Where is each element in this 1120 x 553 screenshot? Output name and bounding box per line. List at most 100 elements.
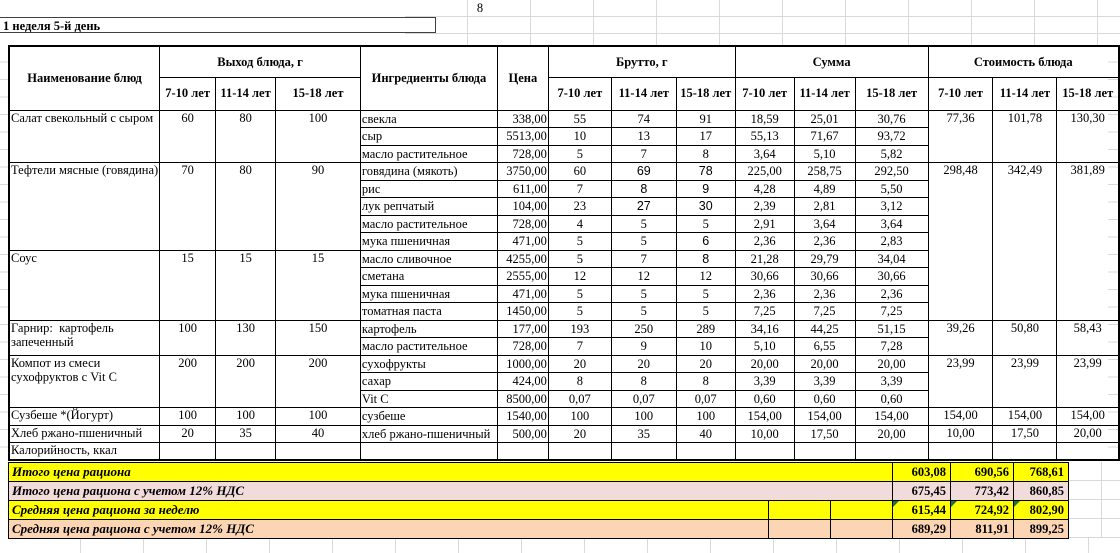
cost-cell[interactable]: 101,78 bbox=[992, 109, 1058, 163]
sum-cell[interactable]: 30,76 bbox=[854, 109, 929, 128]
sum-cell[interactable]: 225,00 bbox=[734, 162, 795, 181]
output-cell[interactable]: 60 bbox=[159, 109, 217, 163]
gross-cell[interactable] bbox=[547, 442, 612, 461]
summary-value[interactable]: 603,08 bbox=[892, 462, 951, 482]
gross-cell[interactable]: 193 bbox=[547, 319, 612, 338]
gross-cell[interactable]: 91 bbox=[675, 109, 736, 128]
sheet-number[interactable]: 8 bbox=[476, 1, 484, 15]
sum-cell[interactable]: 4,89 bbox=[793, 179, 856, 198]
sum-cell[interactable]: 2,36 bbox=[793, 284, 856, 303]
output-cell[interactable]: 40 bbox=[275, 424, 361, 443]
output-cell[interactable]: 15 bbox=[275, 249, 361, 321]
ingredient-cell[interactable]: сахар bbox=[359, 372, 498, 391]
gross-cell[interactable]: 10 bbox=[675, 337, 736, 356]
gross-cell[interactable]: 8 bbox=[675, 144, 736, 163]
sum-cell[interactable]: 5,10 bbox=[734, 337, 795, 356]
output-cell[interactable]: 70 bbox=[159, 162, 217, 251]
summary-value[interactable]: 768,61 bbox=[1013, 462, 1069, 482]
sum-cell[interactable]: 7,25 bbox=[734, 302, 795, 321]
cost-cell[interactable]: 154,00 bbox=[927, 407, 994, 426]
summary-value[interactable]: 675,45 bbox=[892, 481, 951, 501]
sum-cell[interactable]: 7,28 bbox=[854, 337, 929, 356]
sum-cell[interactable]: 21,28 bbox=[734, 249, 795, 268]
gross-cell[interactable]: 5 bbox=[675, 302, 736, 321]
header-age-col[interactable]: 11-14 лет bbox=[793, 76, 856, 111]
cost-cell[interactable]: 17,50 bbox=[992, 424, 1058, 443]
price-cell[interactable]: 4255,00 bbox=[496, 249, 549, 268]
cost-cell[interactable]: 342,49 bbox=[992, 162, 1058, 321]
header-dish-name[interactable]: Наименование блюд bbox=[8, 45, 161, 111]
output-cell[interactable]: 100 bbox=[159, 319, 217, 356]
sum-cell[interactable]: 4,28 bbox=[734, 179, 795, 198]
sum-cell[interactable]: 154,00 bbox=[734, 407, 795, 426]
cost-cell[interactable]: 154,00 bbox=[992, 407, 1058, 426]
ingredient-cell[interactable] bbox=[359, 442, 498, 461]
sum-cell[interactable]: 5,82 bbox=[854, 144, 929, 163]
dish-name-cell[interactable]: Соус bbox=[8, 249, 161, 321]
gross-cell[interactable] bbox=[610, 442, 677, 461]
cost-cell[interactable]: 298,48 bbox=[927, 162, 994, 321]
output-cell[interactable]: 130 bbox=[215, 319, 277, 356]
price-cell[interactable]: 1450,00 bbox=[496, 302, 549, 321]
gross-cell[interactable]: 8 bbox=[547, 372, 612, 391]
gross-cell[interactable]: 17 bbox=[675, 127, 736, 146]
sum-cell[interactable]: 71,67 bbox=[793, 127, 856, 146]
gross-cell[interactable]: 60 bbox=[547, 162, 612, 181]
summary-value[interactable]: 899,25 bbox=[1013, 519, 1069, 539]
gross-cell[interactable]: 5 bbox=[547, 284, 612, 303]
sum-cell[interactable]: 30,66 bbox=[734, 267, 795, 286]
sum-cell[interactable]: 3,39 bbox=[854, 372, 929, 391]
gross-cell[interactable]: 5 bbox=[675, 284, 736, 303]
price-cell[interactable]: 728,00 bbox=[496, 214, 549, 233]
cost-cell[interactable]: 23,99 bbox=[992, 354, 1058, 408]
gross-cell[interactable]: 5 bbox=[610, 214, 677, 233]
gross-cell[interactable] bbox=[675, 442, 736, 461]
sum-cell[interactable]: 17,50 bbox=[793, 424, 856, 443]
sum-cell[interactable]: 51,15 bbox=[854, 319, 929, 338]
gross-cell[interactable]: 12 bbox=[610, 267, 677, 286]
ingredient-cell[interactable]: мука пшеничная bbox=[359, 284, 498, 303]
gross-cell[interactable]: 250 bbox=[610, 319, 677, 338]
ingredient-cell[interactable]: сметана bbox=[359, 267, 498, 286]
ingredient-cell[interactable]: томатная паста bbox=[359, 302, 498, 321]
summary-value[interactable]: 802,90 bbox=[1013, 500, 1069, 520]
gross-cell[interactable]: 5 bbox=[610, 302, 677, 321]
gross-cell[interactable]: 20 bbox=[675, 354, 736, 373]
sum-cell[interactable]: 0,60 bbox=[854, 389, 929, 408]
sum-cell[interactable]: 2,36 bbox=[854, 284, 929, 303]
gross-cell[interactable]: 7 bbox=[547, 337, 612, 356]
ingredient-cell[interactable]: масло растительное bbox=[359, 337, 498, 356]
price-cell[interactable]: 1000,00 bbox=[496, 354, 549, 373]
sum-cell[interactable]: 3,64 bbox=[854, 214, 929, 233]
price-cell[interactable]: 104,00 bbox=[496, 197, 549, 216]
price-cell[interactable]: 338,00 bbox=[496, 109, 549, 128]
gross-cell[interactable]: 12 bbox=[547, 267, 612, 286]
gross-cell[interactable]: 7 bbox=[547, 179, 612, 198]
sum-cell[interactable]: 292,50 bbox=[854, 162, 929, 181]
header-gross-group[interactable]: Брутто, г bbox=[547, 45, 736, 78]
ingredient-cell[interactable]: лук репчатый bbox=[359, 197, 498, 216]
price-cell[interactable]: 177,00 bbox=[496, 319, 549, 338]
output-cell[interactable]: 100 bbox=[275, 407, 361, 426]
header-price[interactable]: Цена bbox=[496, 45, 549, 111]
output-cell[interactable]: 35 bbox=[215, 424, 277, 443]
output-cell[interactable]: 100 bbox=[215, 407, 277, 426]
summary-value[interactable]: 724,92 bbox=[950, 500, 1014, 520]
output-cell[interactable]: 200 bbox=[215, 354, 277, 408]
gross-cell[interactable]: 8 bbox=[675, 249, 736, 268]
cost-cell[interactable]: 23,99 bbox=[927, 354, 994, 408]
empty-cell[interactable] bbox=[768, 500, 831, 520]
sum-cell[interactable]: 7,25 bbox=[793, 302, 856, 321]
price-cell[interactable]: 3750,00 bbox=[496, 162, 549, 181]
output-cell[interactable]: 80 bbox=[215, 162, 277, 251]
ingredient-cell[interactable]: свекла bbox=[359, 109, 498, 128]
sum-cell[interactable]: 3,39 bbox=[793, 372, 856, 391]
sum-cell[interactable]: 2,83 bbox=[854, 232, 929, 251]
ingredient-cell[interactable]: сузбеше bbox=[359, 407, 498, 426]
header-cost-group[interactable]: Стоимость блюда bbox=[927, 45, 1120, 78]
cost-cell[interactable] bbox=[992, 442, 1058, 461]
summary-value[interactable]: 860,85 bbox=[1013, 481, 1069, 501]
sum-cell[interactable] bbox=[793, 442, 856, 461]
output-cell[interactable]: 200 bbox=[159, 354, 217, 408]
header-sum-group[interactable]: Сумма bbox=[734, 45, 929, 78]
